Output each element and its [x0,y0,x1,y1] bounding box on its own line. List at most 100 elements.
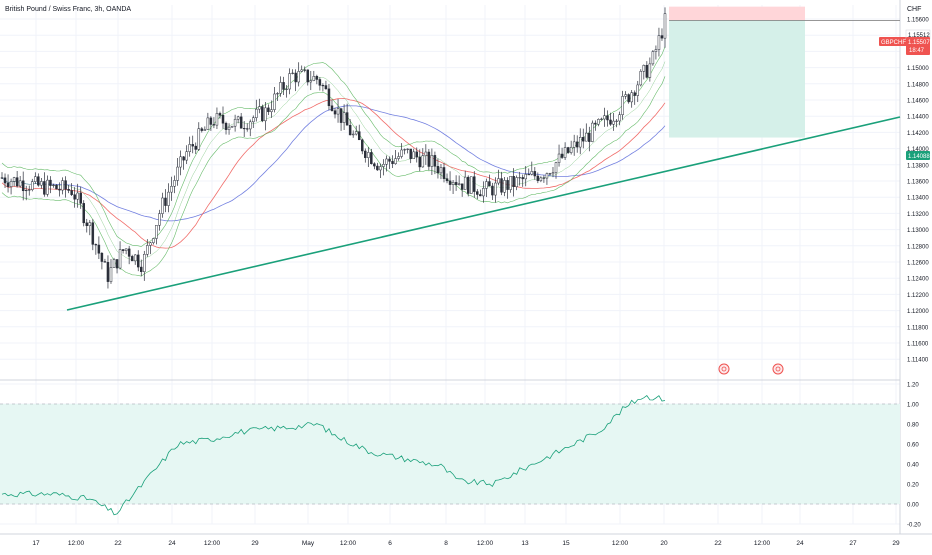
candle-body [88,222,92,226]
candle-body [264,107,267,122]
candle-body [297,71,300,83]
candle-body [364,150,367,158]
candle-body [306,69,310,83]
event-marker[interactable] [772,363,784,375]
candle-body [285,88,288,90]
candle-body [482,188,485,197]
candle-body [37,176,40,186]
candle-body [291,72,294,74]
candle-body [321,85,325,87]
candle-body [179,156,182,168]
price-axis[interactable]: 1.156001.154001.152001.150001.148001.146… [907,18,929,364]
candle-body [606,115,609,121]
candle-body [58,188,61,191]
candle-body [545,173,549,179]
candle-body [657,35,661,50]
candle-body [106,262,110,282]
ma-red-line [1,98,666,249]
candle-body [524,174,527,180]
candle-body [433,155,437,167]
candle-body [430,155,434,167]
oscillator-axis[interactable]: 1.20 1.00 0.80 0.60 0.40 0.20 0.00 -0.20 [907,383,921,529]
candle-body [624,94,627,97]
candle-body [194,145,198,150]
candle-body [463,176,467,190]
candle-body [406,148,409,150]
chart-title: British Pound / Swiss Franc, 3h, OANDA [5,6,131,13]
candle-body [261,106,264,122]
candle-body [400,149,403,157]
candle-body [85,222,89,226]
take-profit-zone [669,20,805,138]
candle-body [12,177,16,182]
candle-body [551,172,555,175]
candle-body [494,182,497,196]
candle-body [563,147,567,158]
band-lower-line [1,76,666,277]
candle-body [127,248,131,257]
price-tick-label: 1.14400 [907,115,929,121]
candle-body [585,132,588,142]
candle-body [40,181,43,186]
time-tick-label: 17 [32,540,40,547]
candle-body [64,180,67,190]
stop-loss-zone [669,6,805,21]
candle-body [382,164,385,167]
candle-body [357,131,361,141]
candle-body [569,146,573,153]
price-tick-label: 1.12400 [907,277,929,283]
candle-body [421,155,425,168]
candle-body [412,151,415,159]
candle-body [276,93,279,95]
event-marker[interactable] [718,363,730,375]
price-tick-label: 1.13000 [907,228,929,234]
candle-body [648,63,652,78]
candle-body [542,177,546,179]
candle-body [376,165,379,171]
time-axis[interactable]: 17 12:00 22 24 12:00 29 May 12:00 6 8 12:00 13 15 12:… [0,533,932,547]
time-tick-label: 15 [562,540,570,547]
osc-line [1,395,666,516]
candle-body [309,80,313,83]
candle-body [354,131,358,135]
candle-body [660,35,664,39]
candle-body [488,181,491,187]
trendline [66,116,901,311]
candle-body [612,120,615,125]
candle-body [373,163,376,167]
price-tick-label: 1.12600 [907,261,929,267]
candle-body [49,179,52,186]
candle-body [603,115,606,120]
candle-body [339,108,343,123]
candle-body [476,191,479,195]
candle-body [94,244,98,246]
candle-body [394,158,397,164]
price-tick-label: 1.12000 [907,309,929,315]
candle-body [633,92,636,96]
candle-body [242,128,246,130]
currency-label: CHF [907,6,921,13]
candle-body [97,244,101,254]
candle-body [618,114,621,122]
target-price-badge: 1.14088 [906,151,930,160]
candle-body [288,73,291,90]
candle-body [473,176,476,192]
candle-body [76,192,79,200]
candle-body [403,149,406,151]
candle-body [67,189,70,191]
candle-body [330,105,334,111]
candle-body [627,94,630,103]
candle-body [176,166,179,181]
position-zones [669,6,900,138]
candle-body [294,72,297,83]
candle-body [3,177,7,184]
price-tick-label: 1.12200 [907,293,929,299]
price-tick-label: 1.13400 [907,196,929,202]
candle-body [24,189,28,192]
trendline-layer[interactable] [66,116,901,311]
candle-body [533,171,537,177]
candle-body [451,182,455,185]
time-tick-label: 24 [168,540,176,547]
